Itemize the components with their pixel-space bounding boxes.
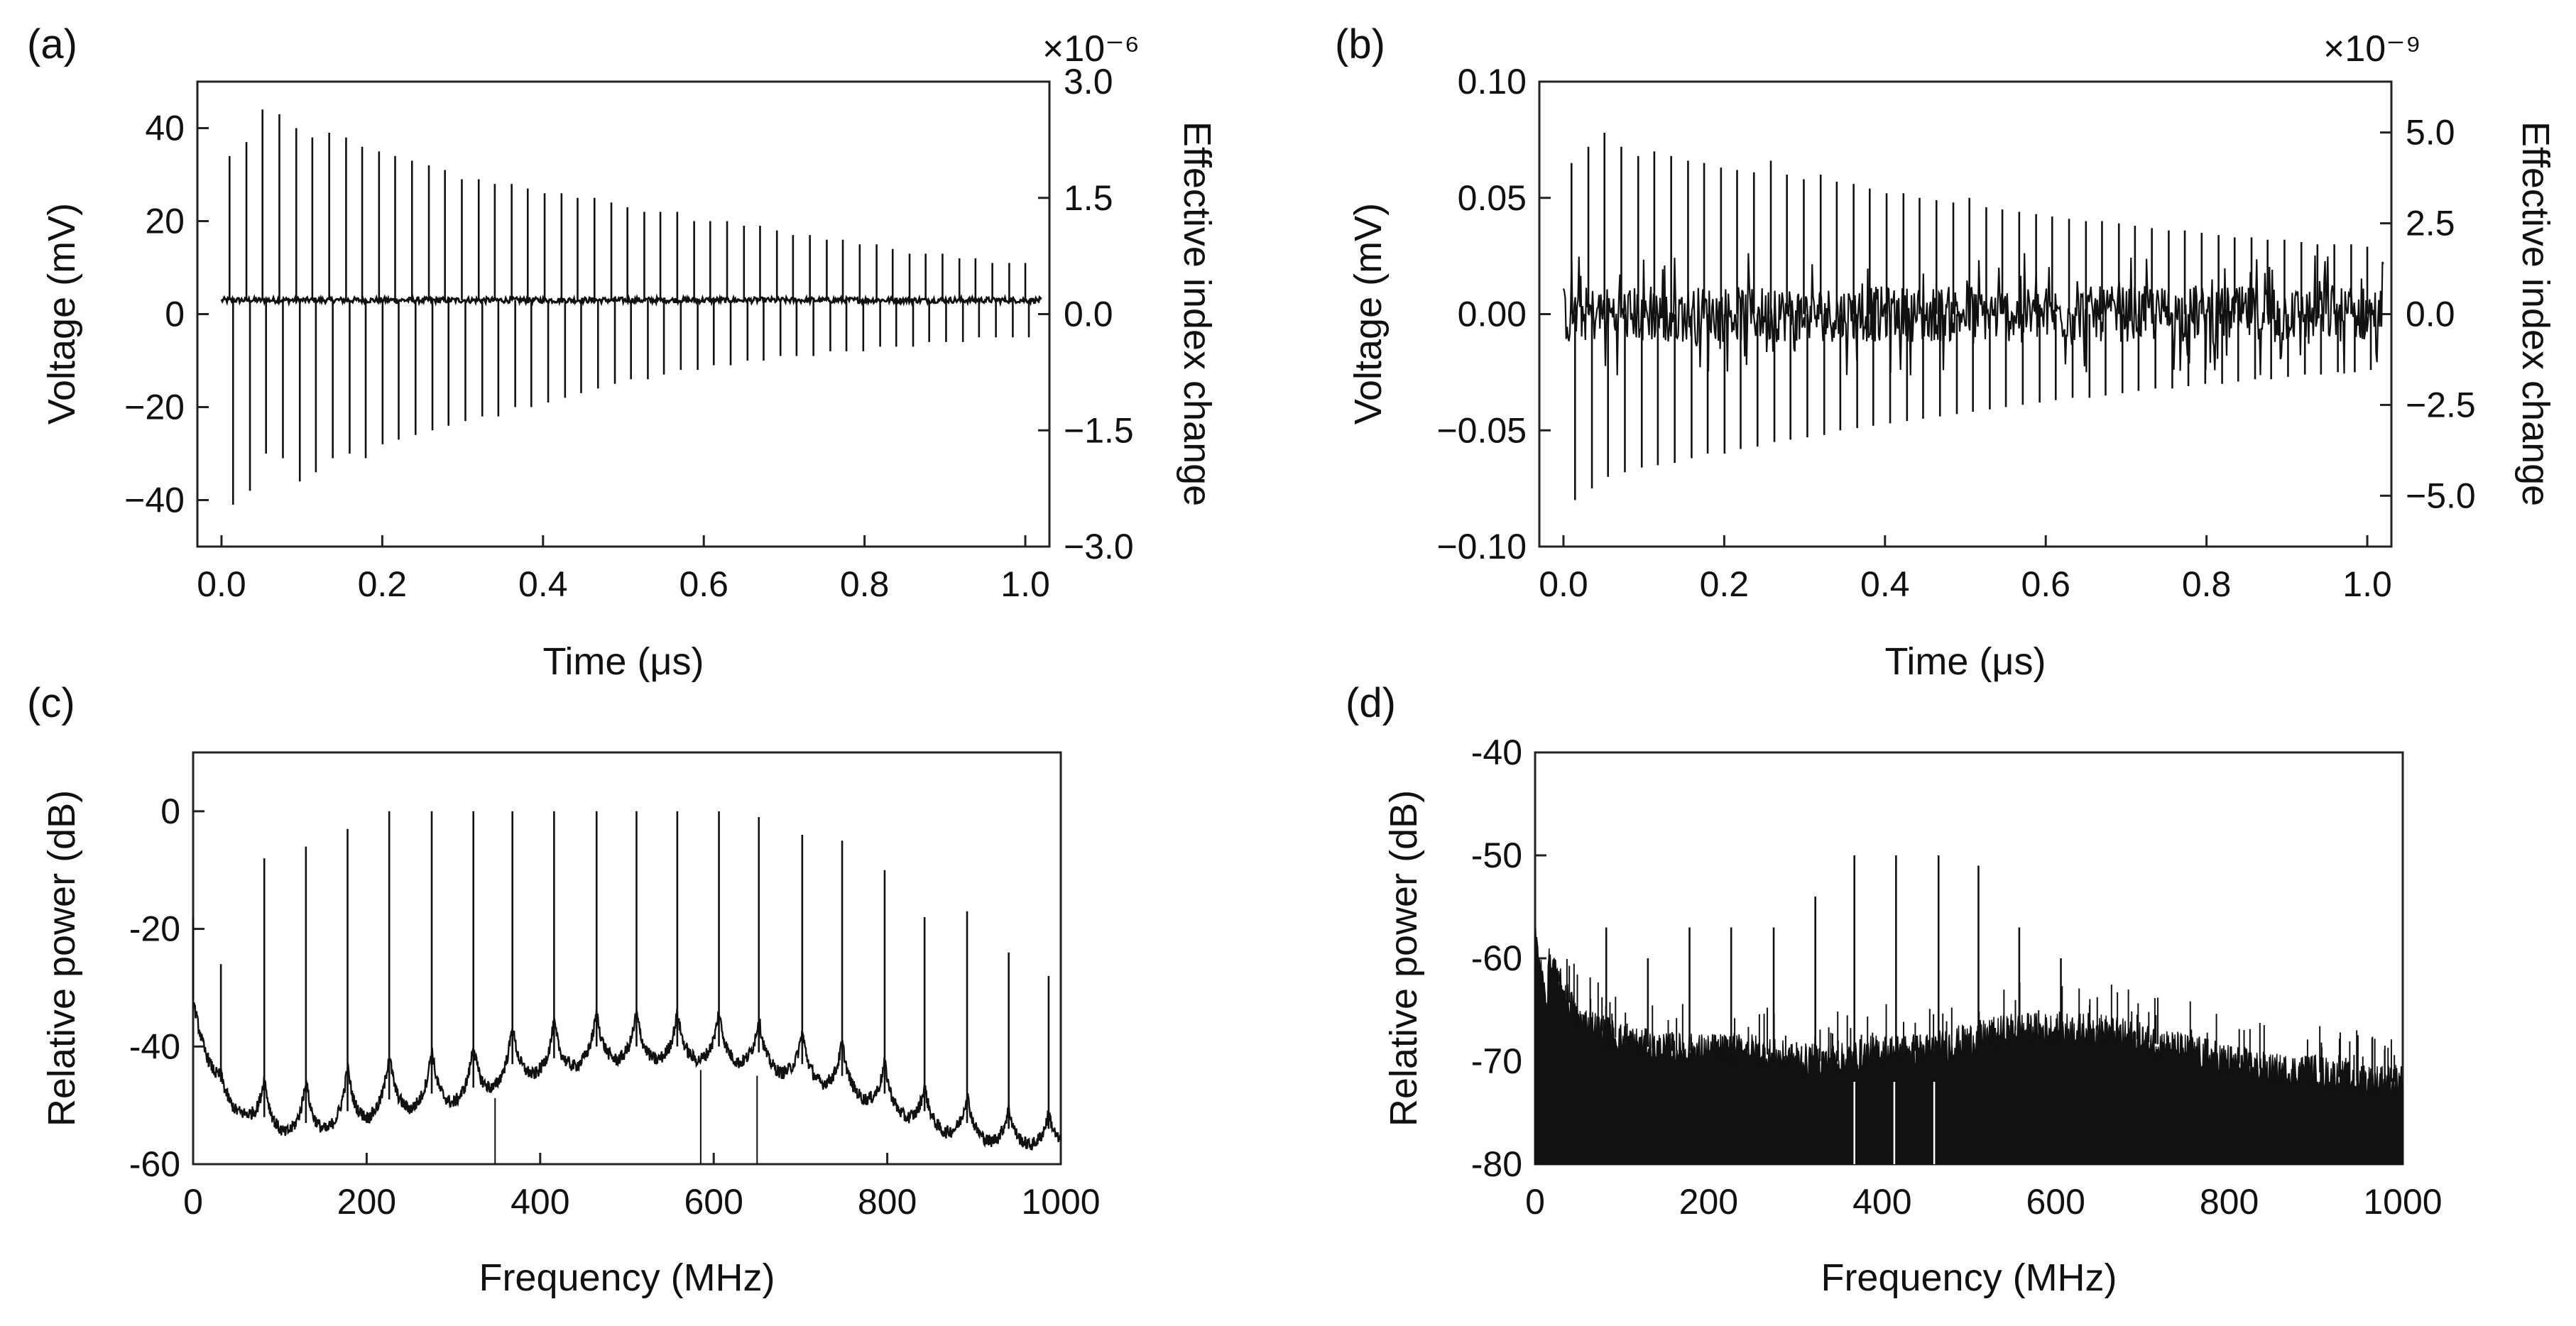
panel-label-d: (d) (1346, 680, 1396, 726)
y-tick-label-b: 0.00 (1458, 295, 1527, 334)
y-axis-label-b: Voltage (mV) (1347, 203, 1390, 424)
x-tick-label-b: 0.8 (2182, 564, 2232, 604)
y2-tick-label-b: 2.5 (2406, 204, 2455, 243)
y-tick-label-b: −0.10 (1436, 527, 1527, 566)
x-tick-label-b: 1.0 (2342, 564, 2392, 604)
y-axis-c: 0 -20 -40 -60 (129, 791, 204, 1184)
y-tick-label-d: -50 (1471, 835, 1522, 875)
x-tick-label-d: 600 (2026, 1182, 2085, 1222)
x-axis-label-b: Time (μs) (1884, 640, 2046, 683)
y-tick-label-a: 40 (145, 109, 185, 148)
x-tick-label-c: 0 (183, 1182, 203, 1222)
y-tick-label-b: 0.05 (1458, 178, 1527, 218)
x-tick-label-b: 0.4 (1860, 564, 1910, 604)
chart-panel-d: -40 -50 -60 -70 -80 0 200 400 600 800 1000 Relati… (1382, 733, 2443, 1299)
y2-tick-label-b: −2.5 (2406, 385, 2476, 424)
x-tick-label-a: 0.2 (358, 564, 408, 604)
y2-tick-label-a: 1.5 (1064, 178, 1113, 218)
y2-tick-label-a: 3.0 (1064, 62, 1113, 102)
y-axis-a: 40 20 0 −20 −40 (124, 109, 209, 520)
y-axis-b: 0.10 0.05 0.00 −0.05 −0.10 (1436, 62, 1551, 566)
y-tick-label-d: -40 (1471, 733, 1522, 772)
chart-panel-c: 0 -20 -40 -60 0 200 400 600 800 1000 Relative po… (40, 751, 1101, 1299)
y2-axis-b: 5.0 2.5 0.0 −2.5 −5.0 (2380, 113, 2476, 515)
y-axis-label-d: Relative power (dB) (1382, 790, 1425, 1127)
plot-frame-a (196, 80, 1051, 548)
spectrum-line-c (192, 1002, 1062, 1151)
trace-a (220, 109, 1042, 505)
y2-axis-label-a: Effective index change (1176, 121, 1218, 506)
x-tick-label-b: 0.6 (2021, 564, 2070, 604)
panel-label-b: (b) (1335, 21, 1385, 67)
trace-b (1562, 133, 2384, 500)
x-tick-label-a: 0.6 (679, 564, 728, 604)
y2-tick-label-a: −3.0 (1064, 527, 1134, 566)
y-axis-d: -40 -50 -60 -70 -80 (1471, 733, 1546, 1184)
x-tick-label-d: 0 (1525, 1182, 1545, 1222)
y2-tick-label-b: 0.0 (2406, 295, 2455, 334)
y2-axis-a: 3.0 1.5 0.0 −1.5 −3.0 (1038, 62, 1134, 566)
y-tick-label-c: -40 (129, 1026, 180, 1066)
spectrum-c (192, 811, 1062, 1164)
x-tick-label-a: 0.8 (840, 564, 890, 604)
y-tick-label-d: -60 (1471, 938, 1522, 978)
x-tick-label-d: 400 (1852, 1182, 1911, 1222)
x-tick-label-d: 200 (1679, 1182, 1738, 1222)
x-axis-a: 0.0 0.2 0.4 0.6 0.8 1.0 (197, 535, 1050, 604)
y2-tick-label-a: 0.0 (1064, 295, 1113, 334)
panel-label-c: (c) (27, 680, 75, 726)
y-tick-label-a: 0 (165, 295, 185, 334)
x-axis-label-d: Frequency (MHz) (1821, 1256, 2117, 1299)
y-axis-label-a: Voltage (mV) (40, 203, 83, 424)
chart-panel-b: 0.10 0.05 0.00 −0.05 −0.10 5.0 2.5 0.0 −2.5 −5.0… (1347, 28, 2557, 683)
x-axis-b: 0.0 0.2 0.4 0.6 0.8 1.0 (1539, 535, 2392, 604)
x-tick-label-c: 600 (684, 1182, 743, 1222)
y-tick-label-a: −40 (124, 481, 185, 520)
y-tick-label-a: −20 (124, 388, 185, 427)
x-tick-label-a: 1.0 (1000, 564, 1050, 604)
y-tick-label-a: 20 (145, 202, 185, 241)
y2-tick-label-b: −5.0 (2406, 476, 2476, 515)
noise-floor-d (1534, 928, 2403, 1165)
x-tick-label-b: 0.0 (1539, 564, 1588, 604)
y-tick-label-c: -60 (129, 1144, 180, 1184)
x-tick-label-a: 0.4 (518, 564, 568, 604)
y-tick-label-c: 0 (160, 791, 180, 831)
x-tick-label-c: 200 (337, 1182, 396, 1222)
y-tick-label-c: -20 (129, 909, 180, 949)
x-tick-label-c: 400 (511, 1182, 569, 1222)
y2-tick-label-a: −1.5 (1064, 410, 1134, 450)
y2-multiplier-b: ×10⁻⁹ (2323, 28, 2421, 70)
panel-label-a: (a) (27, 21, 77, 67)
x-axis-label-c: Frequency (MHz) (479, 1256, 775, 1299)
y2-axis-label-b: Effective index change (2514, 121, 2557, 506)
x-tick-label-b: 0.2 (1700, 564, 1750, 604)
x-tick-label-d: 800 (2200, 1182, 2259, 1222)
x-tick-label-d: 1000 (2363, 1182, 2442, 1222)
y-tick-label-d: -70 (1471, 1041, 1522, 1081)
x-tick-label-a: 0.0 (197, 564, 246, 604)
y-axis-label-c: Relative power (dB) (40, 790, 83, 1127)
x-tick-label-c: 1000 (1021, 1182, 1100, 1222)
plot-frame-c (192, 751, 1062, 1166)
x-tick-label-c: 800 (858, 1182, 917, 1222)
x-axis-c: 0 200 400 600 800 1000 (183, 1153, 1101, 1222)
spectrum-d (1534, 855, 2403, 1165)
y-tick-label-d: -80 (1471, 1144, 1522, 1184)
y-tick-label-b: 0.10 (1458, 62, 1527, 102)
y2-multiplier-a: ×10⁻⁶ (1042, 28, 1140, 70)
x-axis-label-a: Time (μs) (542, 640, 704, 683)
y-tick-label-b: −0.05 (1436, 410, 1527, 450)
y2-tick-label-b: 5.0 (2406, 113, 2455, 153)
